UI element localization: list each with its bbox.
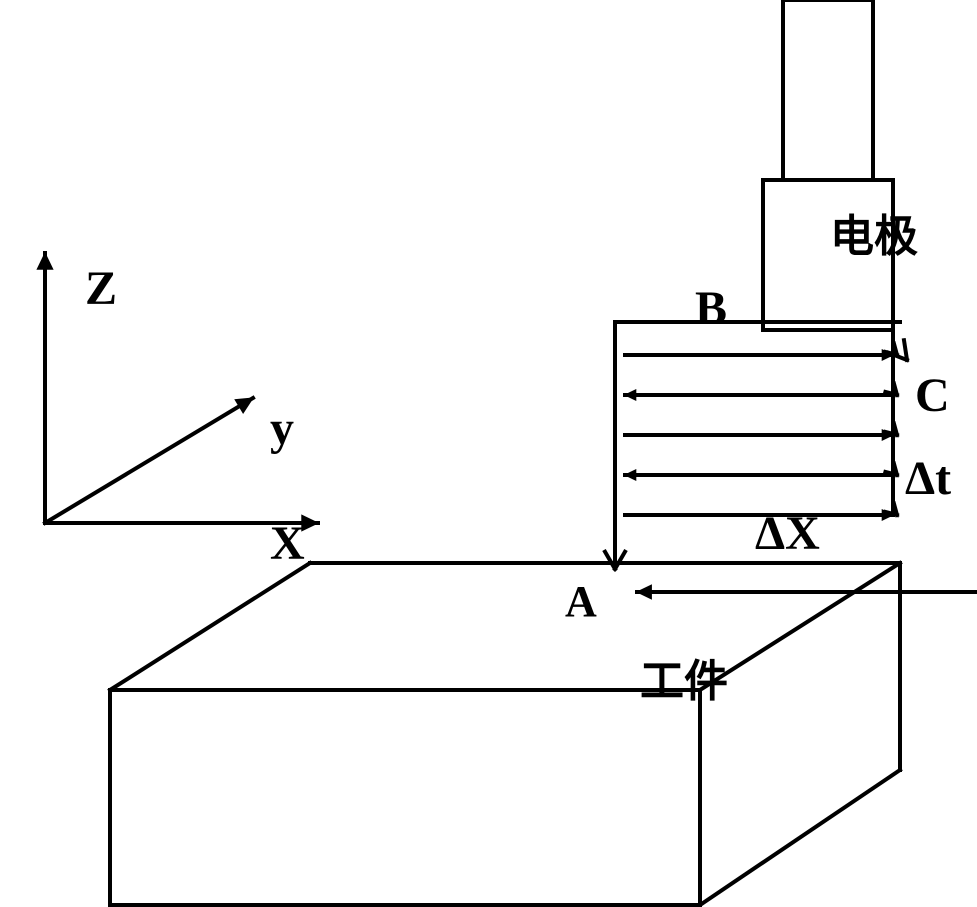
axis-y-label: y [270, 405, 294, 453]
point-c-label: C [915, 372, 950, 420]
delta-t-label: Δt [905, 455, 951, 503]
axis-x-label: X [270, 520, 305, 568]
point-b-label: B [695, 285, 727, 333]
point-a-label: A [565, 580, 597, 624]
diagram-canvas: Z y X 电极 B C Δt ΔX A 工件 [0, 0, 977, 907]
workpiece-label: 工件 [640, 660, 728, 704]
axis-z-label: Z [85, 265, 117, 313]
delta-x-label: ΔX [755, 510, 820, 558]
diagram-svg [0, 0, 977, 907]
electrode-label: 电极 [830, 215, 918, 259]
